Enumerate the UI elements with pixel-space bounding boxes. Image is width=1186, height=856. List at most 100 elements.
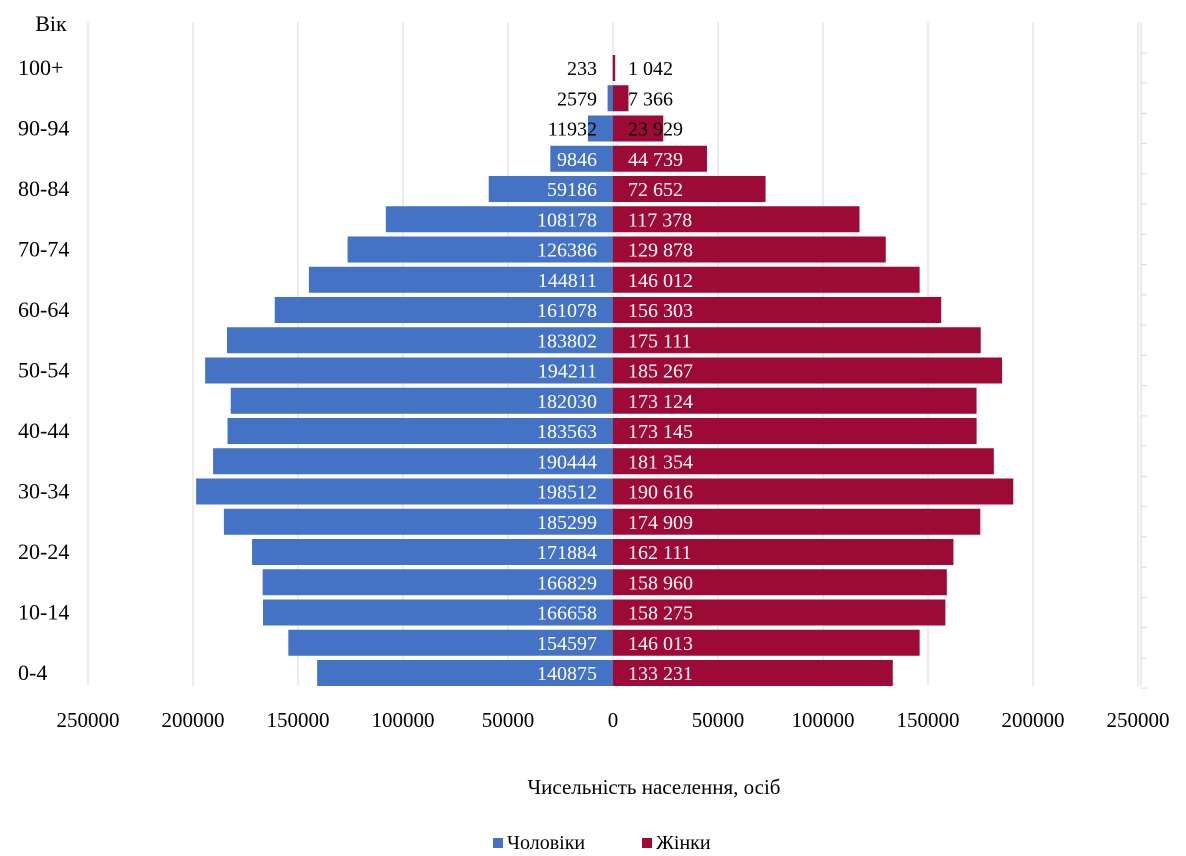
age-label-70-74: 70-74 xyxy=(18,237,69,262)
male-bar-65-69 xyxy=(308,266,613,293)
female-bar-85-89 xyxy=(613,145,707,172)
female-bar-45-49 xyxy=(613,387,977,414)
female-data-label-80-84: 72 652 xyxy=(628,179,683,201)
female-data-label-50-54: 185 267 xyxy=(628,361,693,383)
x-tick-label-7: 100000 xyxy=(792,708,855,732)
male-data-label-0-4: 140875 xyxy=(537,663,597,685)
age-label-80-84: 80-84 xyxy=(18,176,69,201)
male-data-label-10-14: 166658 xyxy=(537,603,597,625)
male-bar-95-99 xyxy=(607,85,613,112)
male-bar-60-64 xyxy=(274,297,613,323)
female-bar-70-74 xyxy=(613,236,886,263)
female-data-label-55-59: 175 111 xyxy=(628,330,692,352)
x-tick-label-6: 50000 xyxy=(692,708,745,732)
female-bar-0-4 xyxy=(613,660,893,686)
male-data-label-5-9: 154597 xyxy=(537,633,597,655)
female-bar-55-59 xyxy=(613,327,981,354)
male-data-label-15-19: 166829 xyxy=(537,572,597,594)
female-data-label-25-29: 174 909 xyxy=(628,512,693,534)
male-bar-90-94 xyxy=(587,115,613,142)
age-label-40-44: 40-44 xyxy=(18,418,69,443)
legend-swatch-female xyxy=(642,838,652,848)
male-data-label-20-24: 171884 xyxy=(537,542,597,564)
right-axis-ticks xyxy=(1140,22,1147,689)
female-data-label-10-14: 158 275 xyxy=(628,603,693,625)
legend-label-male: Чоловіки xyxy=(507,832,585,854)
male-data-label-100+: 233 xyxy=(567,58,597,80)
female-bar-25-29 xyxy=(613,508,981,535)
male-data-label-80-84: 59186 xyxy=(547,179,597,201)
female-bar-15-19 xyxy=(613,569,947,596)
male-data-label-85-89: 9846 xyxy=(557,149,597,171)
female-data-label-90-94: 23 929 xyxy=(628,119,683,141)
x-axis-title: Чисельність населення, осіб xyxy=(528,775,781,799)
x-tick-label-5: 0 xyxy=(608,708,619,732)
age-label-90-94: 90-94 xyxy=(18,116,69,141)
male-bar-75-79 xyxy=(385,206,613,233)
age-label-30-34: 30-34 xyxy=(18,479,69,504)
legend-label-female: Жінки xyxy=(656,832,711,854)
male-bar-40-44 xyxy=(227,418,613,444)
male-bar-45-49 xyxy=(230,387,613,414)
female-bar-100+ xyxy=(613,55,616,81)
female-data-label-35-39: 181 354 xyxy=(628,451,693,473)
female-data-label-100+: 1 042 xyxy=(628,58,673,80)
male-data-label-40-44: 183563 xyxy=(537,421,597,443)
female-bar-40-44 xyxy=(613,418,977,444)
female-bar-95-99 xyxy=(613,85,629,112)
legend: Чоловіки Жінки xyxy=(493,832,711,854)
female-bar-10-14 xyxy=(613,599,946,626)
female-data-label-40-44: 173 145 xyxy=(628,421,693,443)
female-bar-80-84 xyxy=(613,176,766,202)
age-label-100+: 100+ xyxy=(18,55,63,80)
age-group-labels: 0-4 10-14 20-24 30-34 40-44 50-54 60-64 70-74 80… xyxy=(18,55,69,685)
age-label-0-4: 0-4 xyxy=(18,660,47,685)
male-data-label-90-94: 11932 xyxy=(548,119,597,141)
female-bar-50-54 xyxy=(613,357,1003,384)
age-label-10-14: 10-14 xyxy=(18,600,69,625)
male-data-label-75-79: 108178 xyxy=(537,209,597,231)
male-bar-25-29 xyxy=(223,508,613,535)
male-data-label-35-39: 190444 xyxy=(537,451,597,473)
male-bar-35-39 xyxy=(213,448,613,475)
male-bar-20-24 xyxy=(252,539,614,565)
male-bar-55-59 xyxy=(227,327,613,354)
data-labels-group: 140875 154597 166658 166829 171884 185299 1985… xyxy=(537,58,693,685)
male-bar-0-4 xyxy=(317,660,613,686)
age-label-50-54: 50-54 xyxy=(18,358,69,383)
x-tick-label-9: 200000 xyxy=(1002,708,1065,732)
female-data-label-45-49: 173 124 xyxy=(628,391,693,413)
x-tick-labels: 250000 200000 150000 100000 50000 0 50000 10000… xyxy=(57,708,1170,732)
female-bar-90-94 xyxy=(613,115,664,142)
legend-swatch-male xyxy=(493,838,503,848)
female-data-label-0-4: 133 231 xyxy=(628,663,693,685)
female-data-label-20-24: 162 111 xyxy=(628,542,692,564)
male-bar-70-74 xyxy=(347,236,613,263)
age-label-20-24: 20-24 xyxy=(18,539,69,564)
x-tick-label-3: 100000 xyxy=(372,708,435,732)
male-data-label-65-69: 144811 xyxy=(538,270,597,292)
male-data-label-25-29: 185299 xyxy=(537,512,597,534)
female-bar-35-39 xyxy=(613,448,994,475)
female-bar-60-64 xyxy=(613,297,942,323)
female-bar-75-79 xyxy=(613,206,860,233)
female-data-label-85-89: 44 739 xyxy=(628,149,683,171)
male-bar-30-34 xyxy=(196,478,613,505)
bars-group xyxy=(196,55,1014,686)
male-data-label-95-99: 2579 xyxy=(557,88,597,110)
male-bar-15-19 xyxy=(262,569,613,596)
male-bar-85-89 xyxy=(550,145,613,172)
x-tick-label-0: 250000 xyxy=(57,708,120,732)
x-tick-label-2: 150000 xyxy=(267,708,330,732)
female-bar-30-34 xyxy=(613,478,1014,505)
female-bar-5-9 xyxy=(613,629,920,656)
female-bar-65-69 xyxy=(613,266,920,293)
male-bar-10-14 xyxy=(263,599,613,626)
male-data-label-30-34: 198512 xyxy=(537,482,597,504)
x-tick-label-4: 50000 xyxy=(482,708,535,732)
y-axis-title: Вік xyxy=(35,11,67,36)
x-tick-label-1: 200000 xyxy=(162,708,225,732)
age-label-60-64: 60-64 xyxy=(18,297,69,322)
male-bar-5-9 xyxy=(288,629,613,656)
